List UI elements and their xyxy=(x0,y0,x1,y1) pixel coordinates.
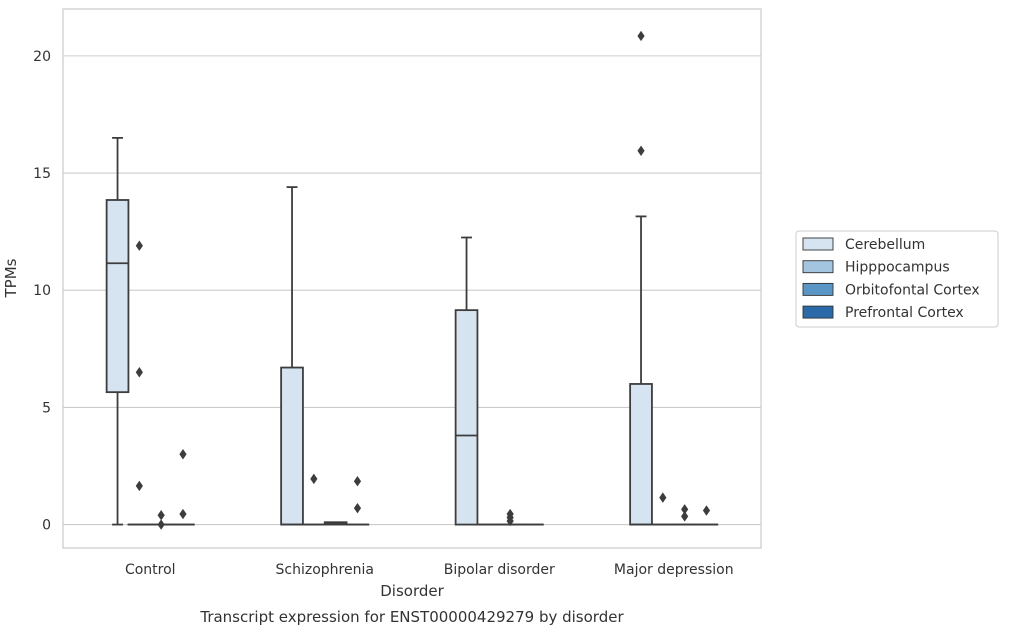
x-axis-title: Disorder xyxy=(380,582,444,600)
box-group xyxy=(629,30,653,526)
outlier-point xyxy=(637,30,645,42)
box-group xyxy=(171,449,195,526)
box-group xyxy=(345,476,370,526)
box xyxy=(454,309,479,526)
y-axis-title: TPMs xyxy=(2,258,20,298)
outlier-point xyxy=(637,145,645,156)
legend-swatch xyxy=(802,237,834,251)
y-tick-label: 5 xyxy=(42,400,51,416)
y-tick-label: 15 xyxy=(33,166,51,182)
boxes xyxy=(105,30,719,530)
y-tick-label: 20 xyxy=(33,49,51,65)
outlier-point xyxy=(135,480,143,492)
outlier-point xyxy=(310,473,318,485)
box xyxy=(629,383,653,526)
outlier-point xyxy=(135,367,143,378)
outlier-point xyxy=(179,508,187,520)
plot-frame xyxy=(62,8,762,549)
y-tick-label: 10 xyxy=(33,283,51,299)
y-tick-labels: 0 5 10 15 20 xyxy=(33,49,51,534)
x-tick-labels: Control Schizophrenia Bipolar disorder Majo… xyxy=(125,562,734,578)
legend: Cerebellum Hipppocampus Orbitofontal Corte… xyxy=(795,230,999,328)
box xyxy=(280,366,304,526)
x-tick-label: Major depression xyxy=(614,562,734,578)
legend-label: Prefrontal Cortex xyxy=(845,305,964,321)
outlier-point xyxy=(135,240,143,251)
legend-swatch xyxy=(802,282,834,296)
outlier-point xyxy=(353,502,362,514)
legend-label: Hipppocampus xyxy=(845,260,950,276)
outlier-point xyxy=(681,511,689,522)
x-tick-label: Schizophrenia xyxy=(276,562,374,578)
legend-label: Cerebellum xyxy=(845,237,925,253)
outlier-point xyxy=(702,505,711,516)
box xyxy=(105,199,130,394)
legend-frame xyxy=(795,230,999,328)
box-group xyxy=(280,186,304,526)
outlier-point xyxy=(506,515,514,527)
x-tick-label: Control xyxy=(125,562,176,578)
legend-item: Hipppocampus xyxy=(802,260,950,276)
legend-label: Orbitofontal Cortex xyxy=(845,282,980,298)
chart-caption: Transcript expression for ENST0000042927… xyxy=(199,608,624,626)
box-group xyxy=(454,236,479,526)
legend-item: Prefrontal Cortex xyxy=(802,305,964,321)
outlier-point xyxy=(353,476,362,487)
box-group xyxy=(105,136,130,526)
outlier-point xyxy=(179,449,187,460)
outlier-point xyxy=(659,492,667,503)
outlier-point xyxy=(157,509,165,521)
legend-swatch xyxy=(802,260,834,274)
legend-item: Cerebellum xyxy=(802,237,925,253)
x-tick-label: Bipolar disorder xyxy=(444,562,555,578)
legend-item: Orbitofontal Cortex xyxy=(802,282,980,298)
legend-swatch xyxy=(802,305,834,319)
box-group xyxy=(323,521,348,526)
outlier-point xyxy=(681,504,689,515)
y-tick-label: 0 xyxy=(42,518,51,534)
box-group xyxy=(694,505,719,526)
outlier-point xyxy=(157,519,165,530)
box-group xyxy=(149,509,173,530)
